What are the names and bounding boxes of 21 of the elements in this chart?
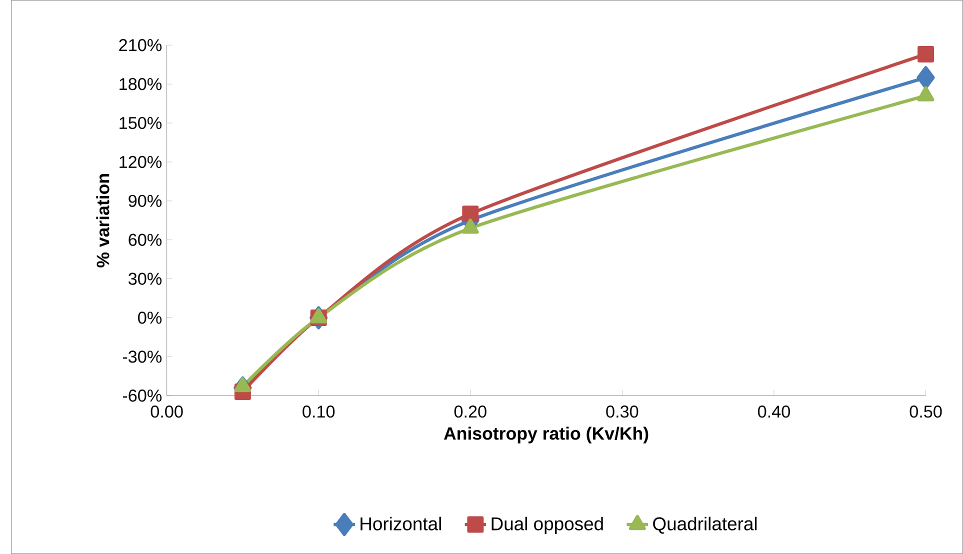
y-tick-label: 180%	[120, 78, 162, 90]
x-axis-title: Anisotropy ratio (Kv/Kh)	[444, 426, 648, 444]
y-tick-label: 120%	[120, 156, 162, 168]
x-tick-label: 0.50	[910, 406, 942, 418]
x-tick-label: 0.10	[302, 406, 335, 418]
y-tick-label: -60%	[122, 390, 162, 402]
y-tick-label: 150%	[120, 116, 162, 130]
y-axis-title: % variation	[96, 174, 110, 268]
y-tick-label: -30%	[122, 350, 162, 363]
y-tick-label: 30%	[128, 272, 162, 285]
x-tick-label: 0.40	[758, 406, 790, 418]
legend-label: Horizontal	[360, 516, 441, 530]
y-tick-label: 60%	[128, 234, 162, 246]
x-tick-label: 0.30	[606, 406, 638, 418]
y-tick-label: 0%	[138, 312, 162, 324]
x-tick-label: 0.00	[150, 406, 183, 418]
y-tick-label: 210%	[119, 39, 162, 52]
legend-label: Quadrilateral	[653, 516, 757, 534]
y-tick-label: 90%	[128, 194, 162, 207]
x-tick-label: 0.20	[454, 406, 486, 418]
legend-label: Dual opposed	[492, 516, 603, 534]
